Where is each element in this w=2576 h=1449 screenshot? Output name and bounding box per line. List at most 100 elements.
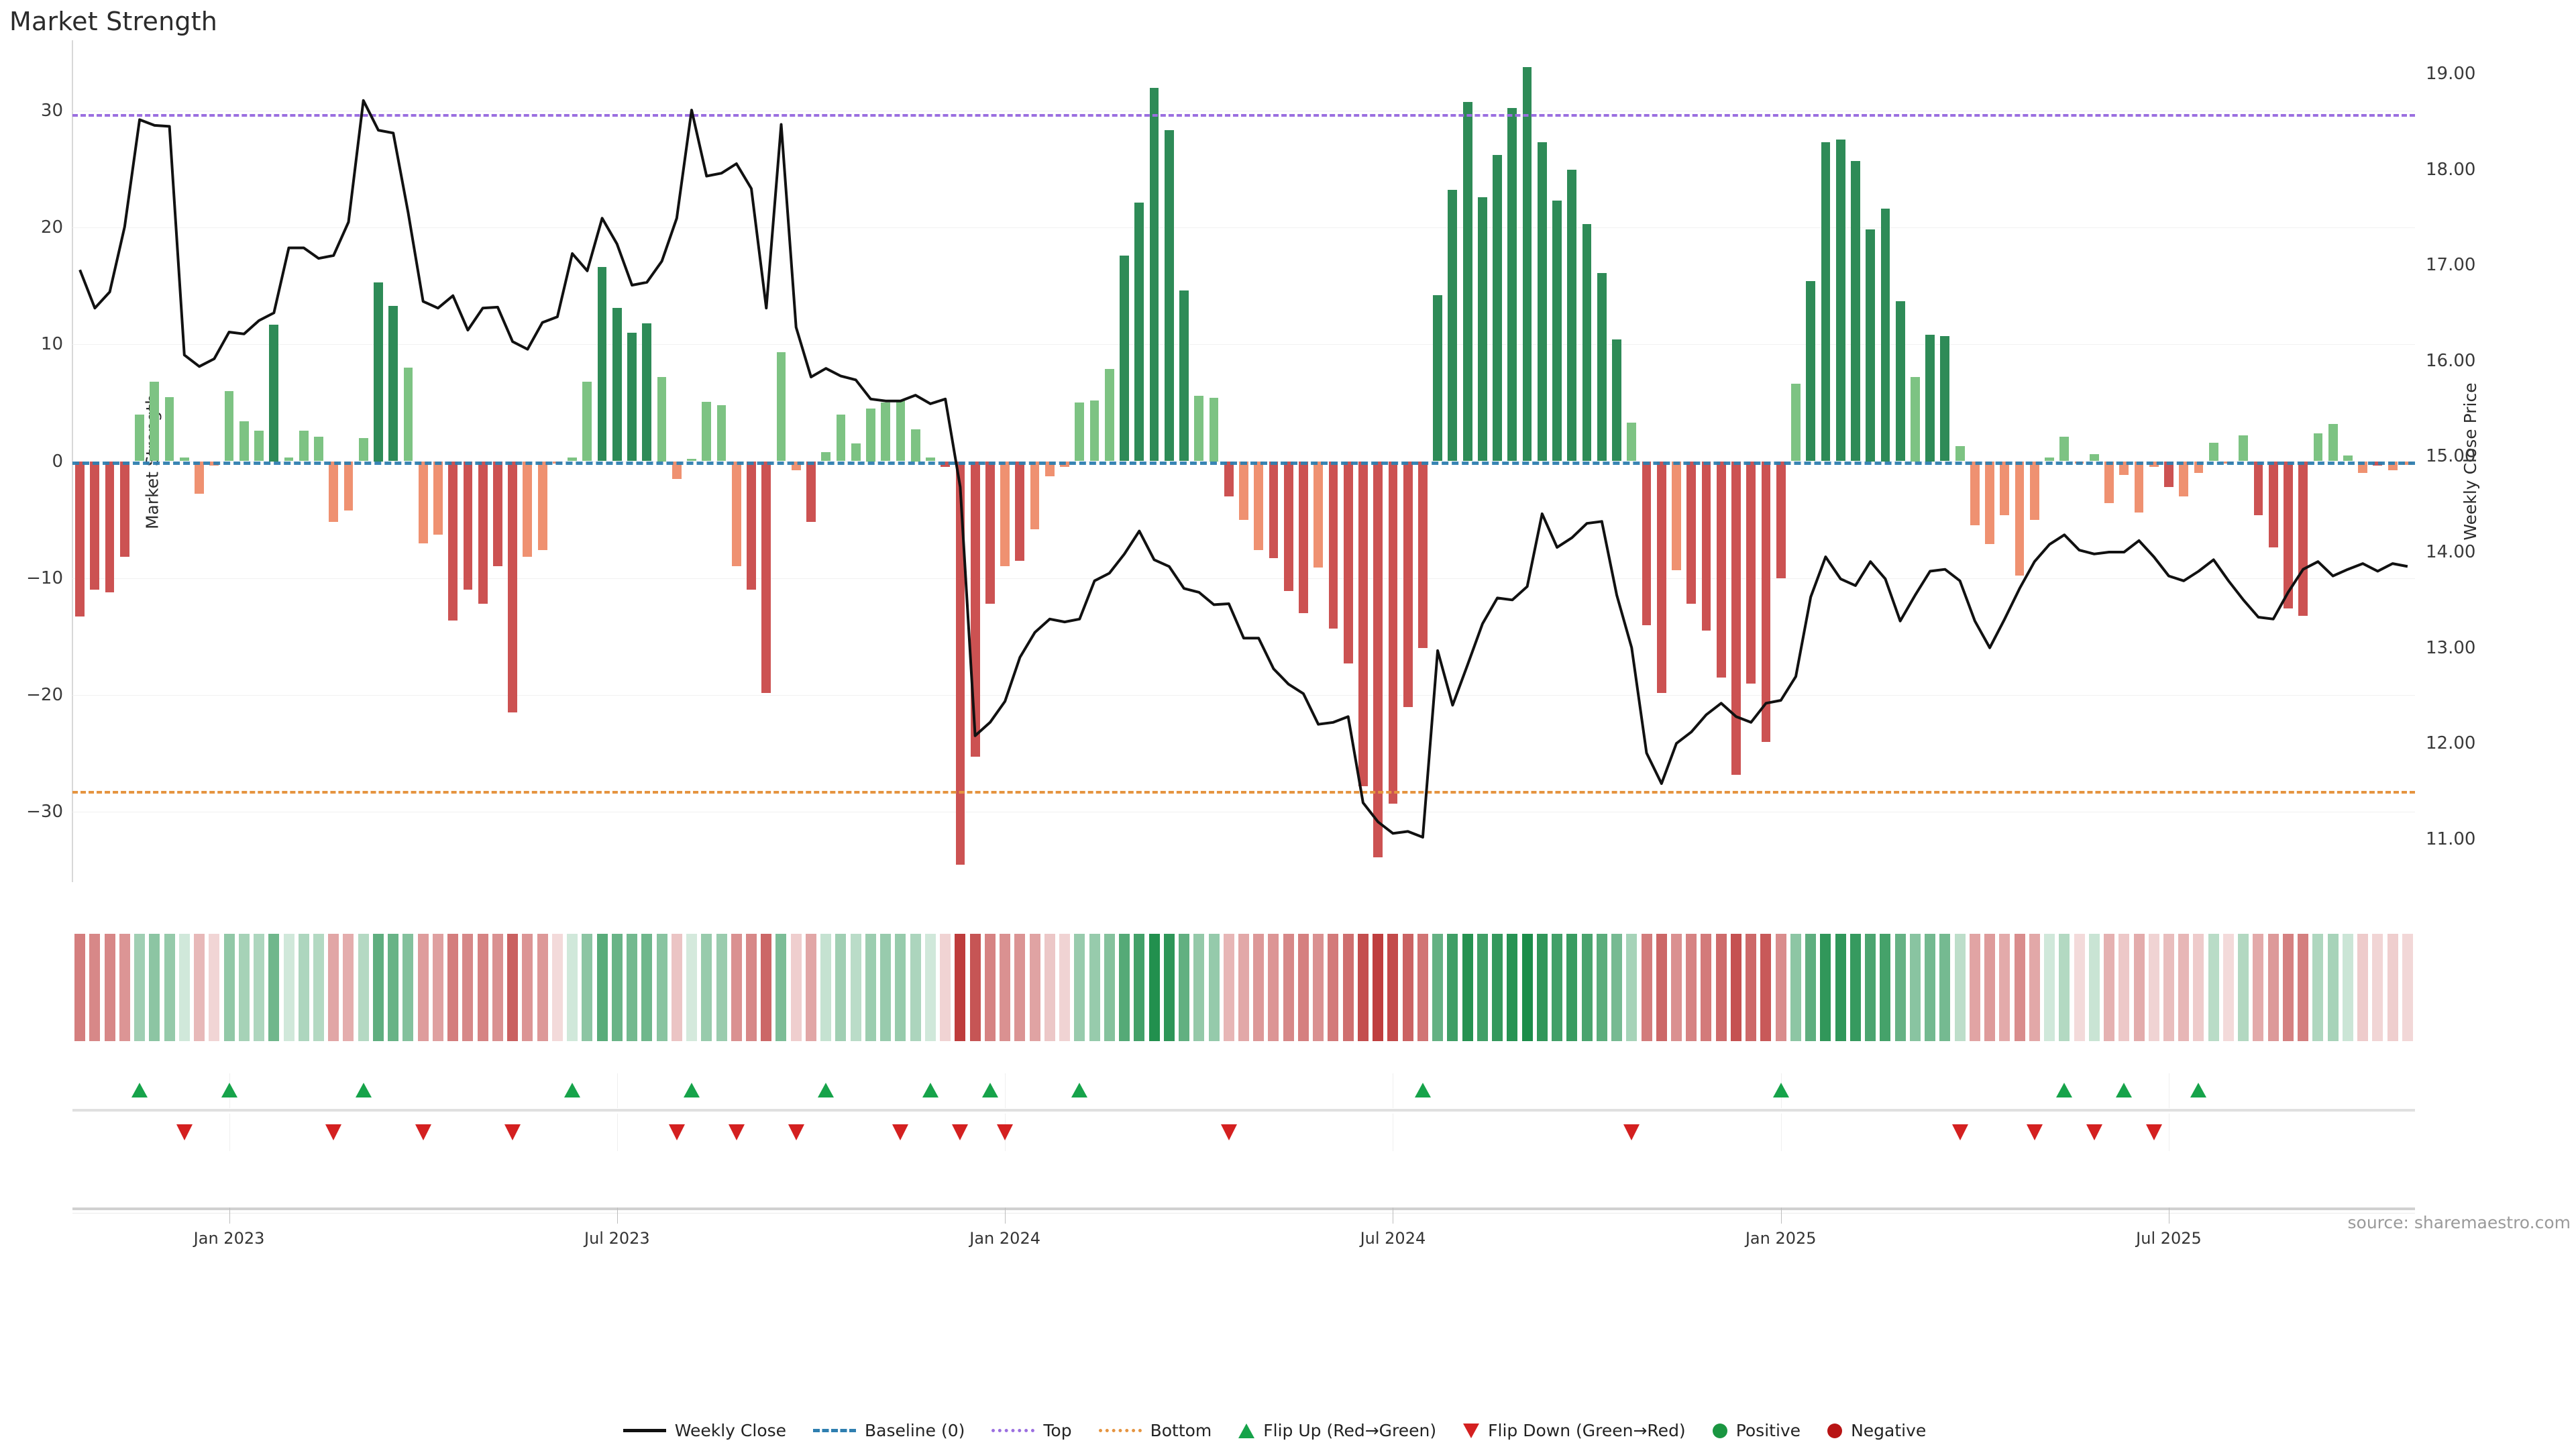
heatmap-cell xyxy=(701,934,712,1041)
baseline-dash-icon xyxy=(813,1429,857,1432)
strength-bar xyxy=(463,461,473,590)
legend-item-4[interactable]: Flip Up (Red→Green) xyxy=(1238,1421,1436,1440)
strength-bar xyxy=(1925,335,1935,462)
legend-item-3[interactable]: Bottom xyxy=(1098,1421,1212,1440)
chart-legend: Weekly Close Baseline (0) Top Bottom Flip Up… xyxy=(0,1421,2576,1440)
strength-bar xyxy=(2343,455,2353,462)
heatmap-cell xyxy=(1223,934,1234,1041)
heatmap-cell xyxy=(432,934,443,1041)
heatmap-cell xyxy=(2163,934,2174,1041)
heatmap-cell xyxy=(1134,934,1145,1041)
strength-bar xyxy=(896,400,906,462)
flip-up-marker xyxy=(1071,1083,1088,1097)
strength-bar xyxy=(1612,339,1621,462)
heatmap-cell xyxy=(2148,934,2159,1041)
heatmap-cell xyxy=(1925,934,1936,1041)
strength-bar xyxy=(1433,294,1443,462)
strength-bar xyxy=(910,429,920,462)
heatmap-cell xyxy=(1641,934,1652,1041)
flip-down-marker xyxy=(2026,1124,2043,1140)
strength-bar xyxy=(657,377,667,462)
strength-bar xyxy=(747,461,756,590)
flip-down-marker xyxy=(1951,1124,1968,1140)
heatmap-cell xyxy=(1730,934,1741,1041)
flip-up-marker xyxy=(2190,1083,2207,1097)
strength-bar xyxy=(1134,203,1144,462)
marker-row-divider xyxy=(72,1109,2415,1112)
heatmap-cell xyxy=(134,934,146,1041)
strength-bar xyxy=(776,352,786,462)
heatmap-cell xyxy=(74,934,86,1041)
heatmap-cell xyxy=(507,934,519,1041)
strength-bar xyxy=(523,461,533,557)
legend-item-label: Negative xyxy=(1851,1421,1927,1440)
legend-item-1[interactable]: Baseline (0) xyxy=(813,1421,965,1440)
strength-bar xyxy=(1731,461,1741,775)
legend-item-7[interactable]: Negative xyxy=(1827,1421,1926,1440)
heatmap-cell xyxy=(969,934,981,1041)
legend-item-2[interactable]: Top xyxy=(991,1421,1072,1440)
legend-item-5[interactable]: Flip Down (Green→Red) xyxy=(1463,1421,1686,1440)
heatmap-cell xyxy=(2029,934,2040,1041)
reference-line-top xyxy=(72,113,2415,117)
heatmap-cell xyxy=(1686,934,1697,1041)
heatmap-cell xyxy=(746,934,757,1041)
strength-bar xyxy=(955,461,965,865)
x-axis-tick-label-0: Jan 2023 xyxy=(193,1229,265,1248)
strength-bar xyxy=(1970,461,1980,526)
heatmap-cell xyxy=(1596,934,1607,1041)
bottom-dotted-icon xyxy=(1098,1429,1142,1432)
strength-bar xyxy=(1462,102,1472,462)
heatmap-cell xyxy=(2312,934,2324,1041)
strength-bar xyxy=(2208,442,2218,462)
strength-bar xyxy=(1880,209,1890,462)
strength-bar xyxy=(2284,461,2293,609)
heatmap-cell xyxy=(2044,934,2055,1041)
heatmap-cell xyxy=(716,934,727,1041)
y-axis-left-tick-4: −10 xyxy=(26,568,63,588)
flip-up-marker xyxy=(922,1083,938,1097)
flip-down-marker xyxy=(176,1124,193,1140)
heatmap-cell xyxy=(582,934,593,1041)
heatmap-cell xyxy=(2104,934,2115,1041)
heatmap-cell xyxy=(522,934,533,1041)
strength-bar xyxy=(731,461,741,567)
page-title: Market Strength xyxy=(9,7,218,36)
flip-up-marker xyxy=(818,1083,835,1097)
strength-bar xyxy=(1642,461,1652,625)
flip-down-marker xyxy=(997,1124,1014,1140)
strength-bar xyxy=(1000,461,1010,567)
x-axis: Jan 2023 Jul 2023 Jan 2024 Jul 2024 Jan 2025… xyxy=(72,1208,2415,1288)
heatmap-cell xyxy=(1701,934,1712,1041)
y-axis-right-tick-0: 19.00 xyxy=(2426,63,2476,84)
heatmap-cell xyxy=(462,934,474,1041)
strength-bar xyxy=(2104,461,2114,504)
strength-bar xyxy=(926,458,935,462)
strength-bar xyxy=(329,461,339,523)
strength-bar xyxy=(1343,461,1353,664)
heatmap-cell xyxy=(1402,934,1413,1041)
reference-line-baseline xyxy=(72,461,2415,465)
legend-item-0[interactable]: Weekly Close xyxy=(623,1421,786,1440)
legend-item-6[interactable]: Positive xyxy=(1712,1421,1801,1440)
strength-bar xyxy=(1075,402,1085,462)
strength-bar xyxy=(358,437,368,462)
heatmap-cell xyxy=(2282,934,2294,1041)
strength-bar xyxy=(493,461,502,567)
y-axis-right-tick-8: 11.00 xyxy=(2426,828,2476,849)
strength-bar xyxy=(2298,461,2308,616)
flip-down-marker xyxy=(668,1124,685,1140)
heatmap-cell xyxy=(343,934,354,1041)
heatmap-cell xyxy=(1820,934,1831,1041)
heatmap-cell xyxy=(1432,934,1444,1041)
x-axis-tick-label-1: Jul 2023 xyxy=(584,1229,650,1248)
marker-row-tick xyxy=(616,1073,618,1108)
weekly-close-polyline xyxy=(78,99,2408,839)
heatmap-cell xyxy=(537,934,548,1041)
strength-bar xyxy=(1791,384,1801,462)
strength-bar xyxy=(1597,272,1607,462)
heatmap-cell xyxy=(1611,934,1623,1041)
heatmap-cell xyxy=(402,934,414,1041)
main-plot-area: Market Strength Weekly Close Price 30201… xyxy=(26,40,2480,882)
